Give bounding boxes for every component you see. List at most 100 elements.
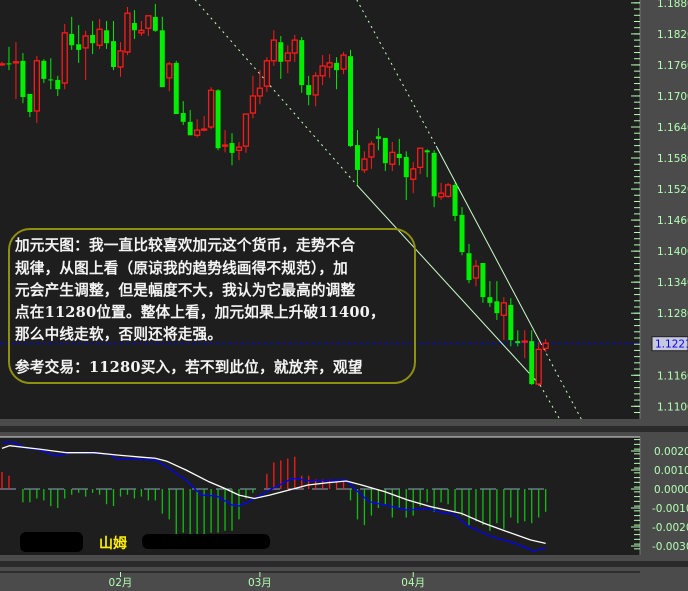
candle-down [466,243,472,284]
candle-up [291,34,298,62]
candle-down [494,281,500,320]
trendline-segment [435,145,542,344]
candle-up [326,54,333,78]
candle-body [431,152,437,197]
candle-down [55,75,61,96]
candle-up [312,72,319,107]
candle-body [535,348,542,385]
candle-body [284,52,291,62]
current-price-label: 1.1221 [655,339,688,351]
candle-body [368,143,375,158]
macd-tick-label: 0.0020 [654,446,688,458]
author-label: 山姆 [99,536,127,552]
candle-down [152,3,158,32]
redacted-block [142,534,270,549]
candle-down [278,35,284,79]
candle-down [480,263,486,303]
candle-body [263,60,271,87]
candle-body [27,93,33,112]
candle-body [166,63,173,79]
candle-down [76,25,82,63]
candle-body [361,158,368,171]
candle-up [417,147,424,175]
macd-tick-label: 0.0000 [654,484,688,496]
month-label: 02月 [109,577,133,589]
price-tick-label: 1.1520 [657,184,688,196]
month-label: 03月 [248,577,272,589]
price-tick-label: 1.1400 [657,246,688,258]
price-tick-label: 1.1580 [657,153,688,165]
candle-body [221,144,229,147]
trendline-segment [356,0,437,147]
candle-up [33,56,40,123]
candle-body [48,79,54,81]
candle-body [487,297,493,303]
candle-up [145,15,152,36]
candle-body [278,42,284,62]
candle-body [61,32,68,84]
candle-down [41,59,47,84]
candle-up [263,57,271,92]
price-tick-label: 1.1280 [657,308,688,320]
candle-body [82,35,89,49]
candle-up [368,140,375,169]
candle-body [375,136,381,139]
analysis-note-box: 加元天图：我一直比较喜欢加元这个货币，走势不合 规律，从图上看（原谅我的趋势线画… [8,228,416,384]
candle-body [396,153,402,159]
candle-body [334,62,340,71]
candle-down [508,298,514,347]
candle-down [354,130,360,185]
candle-body [521,340,528,343]
macd-tick-label: -0.0010 [652,503,688,515]
price-tick-label: 1.1880 [657,0,688,10]
price-tick-label: 1.1640 [657,122,688,134]
trendline-segment [540,342,583,421]
separator-groove [0,426,688,432]
candle-up [124,7,131,56]
candle-up [389,141,396,171]
candle-up [242,113,250,153]
current-price-box [651,336,688,352]
candle-body [444,184,452,197]
price-tick-label: 1.1460 [657,215,688,227]
candle-body [424,150,430,153]
candle-body [354,145,360,170]
candle-body [159,30,165,88]
candle-down [334,57,340,90]
note-line: 加元天图：我一直比较喜欢加元这个货币，走势不合 [15,237,356,254]
note-line: 点在11280位置。整体上看，加元如果上升破11400， [15,304,385,321]
candle-down [173,60,179,115]
candle-down [396,138,402,166]
candle-down [459,207,465,256]
candle-down [382,137,388,171]
candle-down [403,151,409,200]
candle-up [117,42,124,77]
candle-body [76,44,82,50]
candle-up [535,342,542,387]
candle-body [194,129,201,136]
redacted-block [20,532,83,552]
candle-body [12,61,20,64]
candle-body [270,39,277,62]
macd-dea-line [1,445,546,544]
candle-up [200,116,208,132]
candle-body [472,265,480,279]
candle-up [284,45,291,74]
price-tick-label: 1.1760 [657,60,688,72]
candle-body [382,137,388,164]
candle-down [104,20,110,49]
candle-body [466,253,472,281]
price-tick-label: 1.1700 [657,91,688,103]
candle-body [124,12,131,53]
candle-body [312,75,319,96]
candle-down [306,75,312,106]
candle-body [152,16,158,31]
trendline-segment [539,384,561,421]
price-tick-label: 1.1160 [657,370,688,382]
price-tick-label: 1.1820 [657,29,688,41]
candle-body [96,28,103,46]
candle-down [20,53,26,104]
candle-body [508,304,514,341]
candle-body [410,168,417,180]
